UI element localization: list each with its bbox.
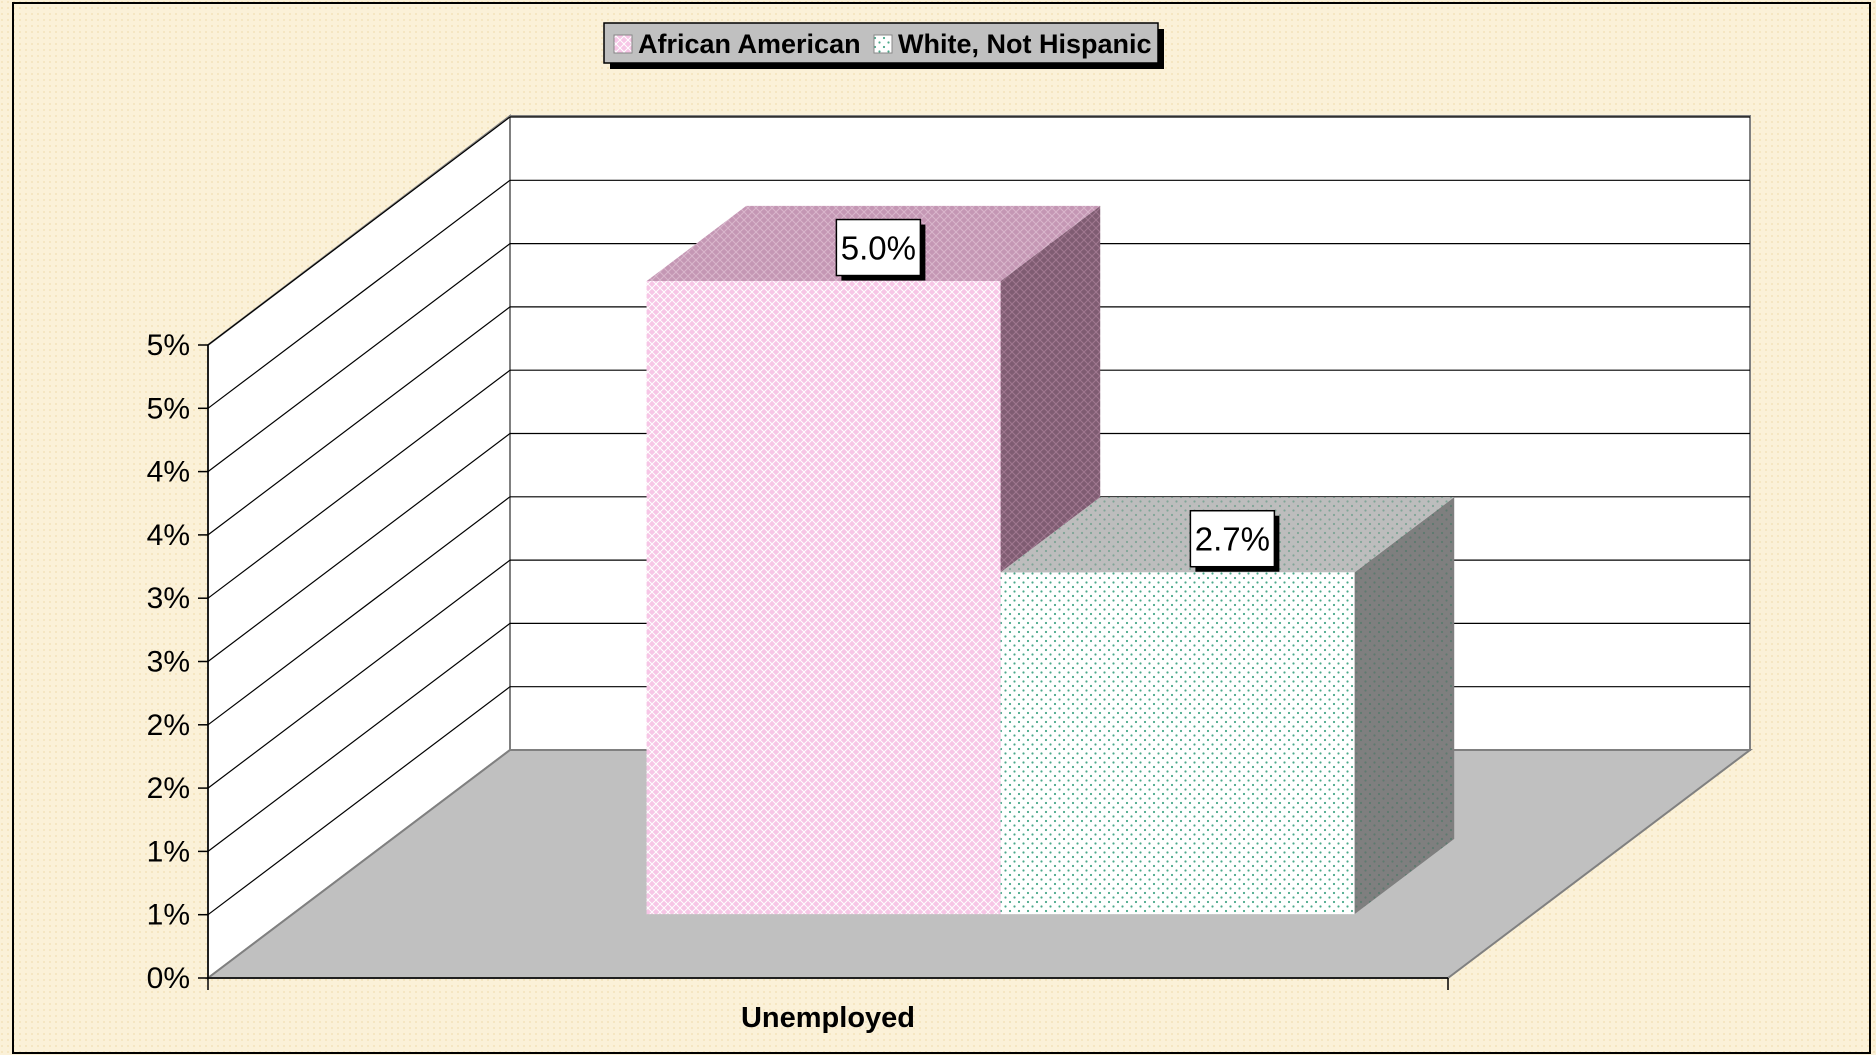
x-axis: Unemployed [207,977,1449,1034]
data-label: 2.7% [1189,509,1280,572]
bars: 5.0% 2.7% [646,205,1455,915]
gridline-side [207,243,511,473]
bar-white-not-hispanic [1000,497,1455,915]
legend: African American White, Not Hispanic [603,22,1164,69]
gridline-side [207,496,511,726]
gridline-side [207,369,511,599]
y-tick-label: 5% [147,392,190,425]
bar-side-face [1354,497,1455,915]
gridline-side [207,433,511,662]
category-label: Unemployed [741,1002,915,1034]
y-tick-label: 2% [147,772,190,805]
bar-front-face [1000,572,1355,915]
y-tick-label: 4% [147,519,190,552]
chart-border [12,2,1871,1054]
y-tick-label: 2% [147,709,190,742]
y-tick-label: 3% [147,582,190,615]
y-tick-label: 0% [147,962,190,995]
data-label-box [1189,509,1276,568]
gridline-side [207,306,511,536]
bar-front-face [646,281,1001,915]
data-label-text: 2.7% [1195,521,1270,558]
gridline-side [207,686,511,916]
data-label-text: 5.0% [841,230,916,267]
y-tick-label: 5% [147,329,190,362]
gridline-side [207,116,511,346]
legend-swatch [613,34,633,54]
gridline-side [207,622,511,852]
y-tick-label: 1% [147,899,190,932]
y-tick-label: 4% [147,456,190,489]
bar-african-american [646,205,1101,915]
legend-label: African American [638,29,861,59]
gridline-side [207,179,511,409]
legend-label: White, Not Hispanic [898,29,1152,59]
gridline-side [207,559,511,789]
data-label: 5.0% [835,218,926,281]
y-tick-label: 1% [147,835,190,868]
y-axis: 0% 1% 1% 2% 2% 3% 3% 4% 4% 5% 5% [147,329,209,995]
data-label-box [835,218,922,277]
y-tick-label: 3% [147,646,190,679]
legend-swatch [873,34,893,54]
